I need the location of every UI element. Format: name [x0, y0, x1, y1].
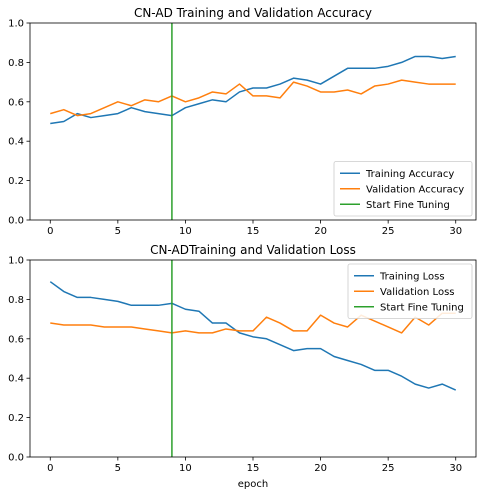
- y-tick-label: 0.4: [8, 137, 24, 148]
- legend-label: Training Loss: [379, 271, 445, 282]
- x-tick-label: 25: [382, 226, 395, 237]
- y-tick-label: 1.0: [8, 256, 24, 267]
- y-tick-label: 1.0: [8, 19, 24, 30]
- legend: Training Loss Validation Loss Start Fine T…: [347, 263, 473, 319]
- x-tick-label: 15: [247, 226, 260, 237]
- y-tick-label: 0.0: [8, 216, 24, 227]
- x-tick-label: 0: [47, 463, 53, 474]
- x-axis-label: epoch: [238, 479, 268, 490]
- y-tick-label: 0.6: [8, 334, 24, 345]
- y-tick-label: 0.6: [8, 97, 24, 108]
- y-tick-label: 0.8: [8, 295, 24, 306]
- x-tick-label: 20: [314, 226, 327, 237]
- legend-label: Validation Accuracy: [366, 184, 464, 195]
- chart-title: CN-AD Training and Validation Accuracy: [134, 6, 372, 20]
- y-tick-label: 0.2: [8, 176, 24, 187]
- x-tick-label: 25: [382, 463, 395, 474]
- y-tick-label: 0.2: [8, 413, 24, 424]
- series-line-training-accuracy: [50, 55, 456, 125]
- x-tick-label: 5: [115, 226, 121, 237]
- legend-label: Start Fine Tuning: [380, 302, 464, 313]
- x-tick-label: 10: [179, 463, 192, 474]
- legend-label: Validation Loss: [380, 287, 455, 298]
- x-tick-label: 30: [449, 226, 462, 237]
- chart-title: CN-ADTraining and Validation Loss: [150, 243, 356, 257]
- series-line-validation-accuracy: [50, 79, 456, 117]
- x-tick-label: 15: [247, 463, 260, 474]
- y-tick-label: 0.0: [8, 453, 24, 464]
- legend-label: Training Accuracy: [365, 169, 454, 180]
- series-line-training-loss: [49, 281, 457, 391]
- legend-box: [333, 161, 473, 217]
- x-tick-label: 0: [47, 226, 53, 237]
- x-tick-label: 20: [314, 463, 327, 474]
- chart-1: CN-AD Training and Validation Accuracy 0 5…: [8, 6, 477, 237]
- y-tick-label: 0.4: [8, 374, 24, 385]
- x-tick-label: 30: [449, 463, 462, 474]
- legend: Training Accuracy Validation Accuracy Star…: [333, 161, 473, 217]
- chart-2: CN-ADTraining and Validation Loss 0 5 10 15 2…: [8, 243, 477, 490]
- x-tick-label: 5: [115, 463, 121, 474]
- legend-label: Start Fine Tuning: [366, 200, 450, 211]
- series-line-validation-loss: [50, 312, 456, 334]
- legend-box: [347, 263, 473, 319]
- x-tick-label: 10: [179, 226, 192, 237]
- y-tick-label: 0.8: [8, 58, 24, 69]
